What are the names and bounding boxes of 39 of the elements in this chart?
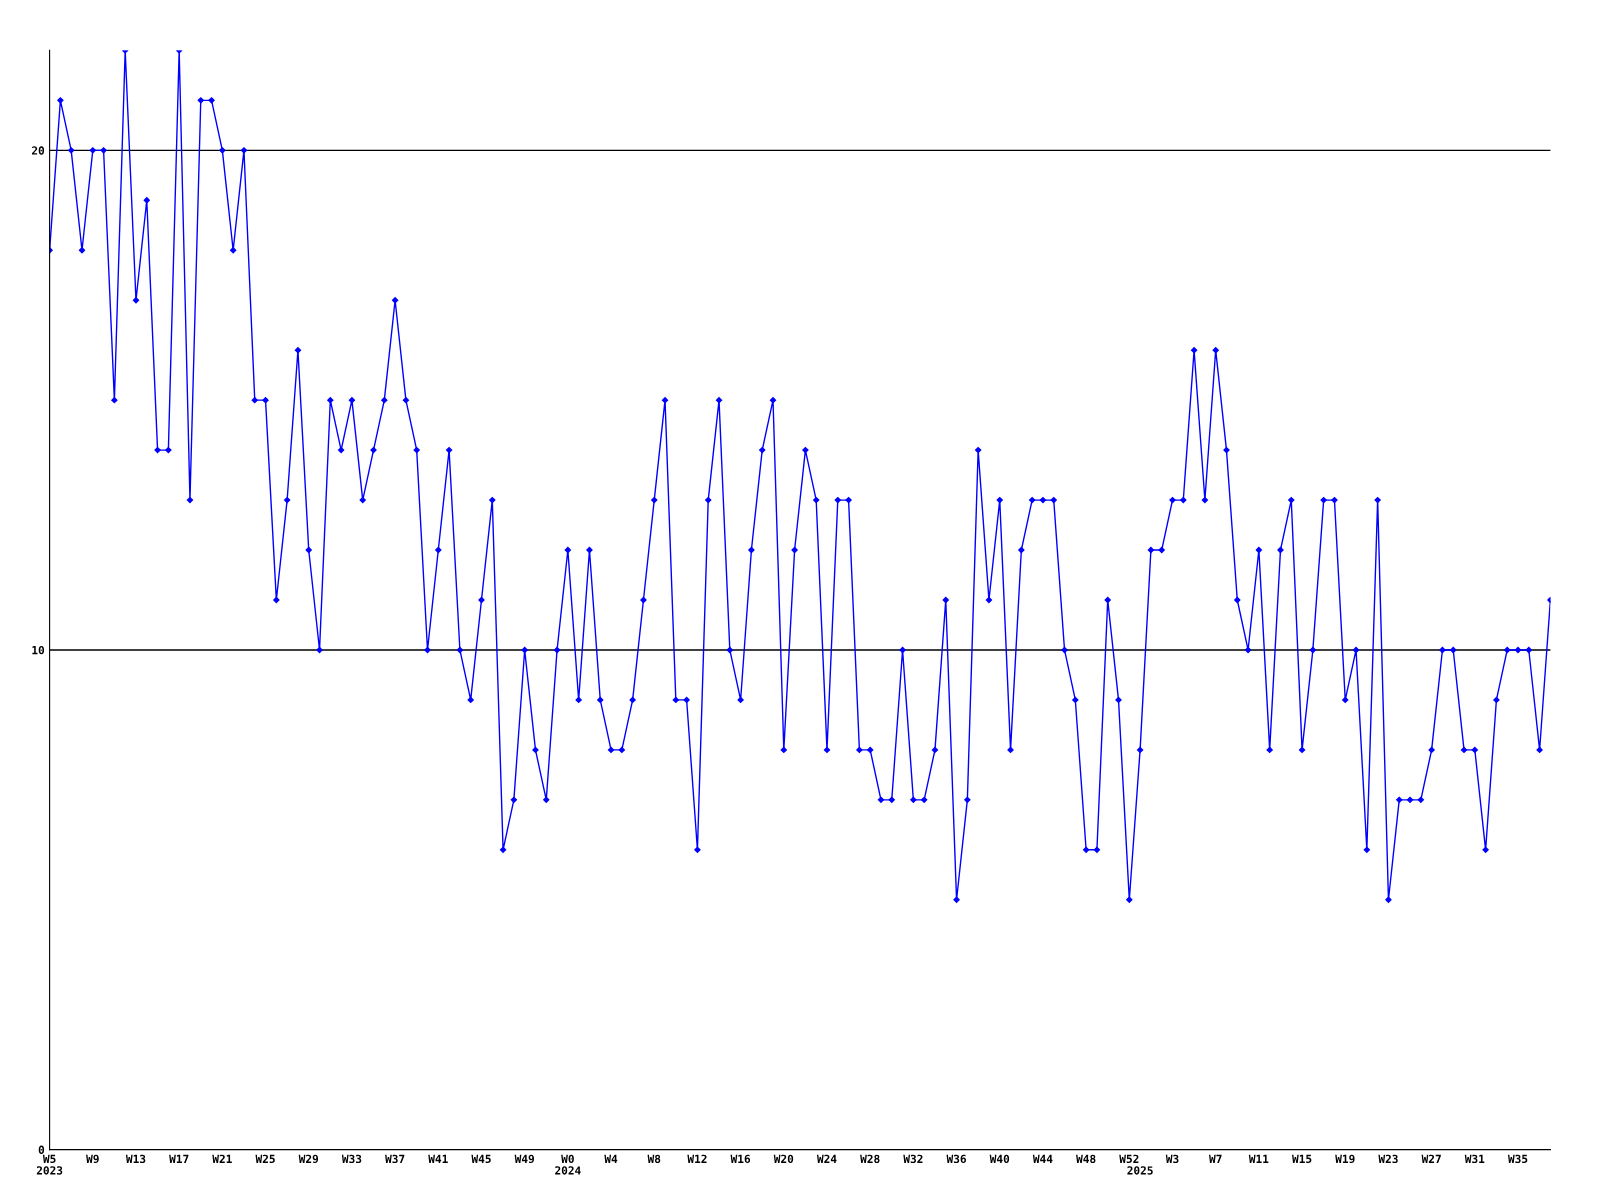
- x-tick-label: W8: [647, 1154, 661, 1164]
- x-tick-label: W41: [428, 1154, 448, 1163]
- x-tick-label: W21: [212, 1154, 232, 1163]
- x-tick-label: W31: [1464, 1154, 1485, 1164]
- x-tick-label: W35: [1507, 1154, 1528, 1164]
- x-tick-label: W33: [341, 1154, 362, 1164]
- x-tick-label: W49: [514, 1154, 534, 1164]
- x-tick-label: W20: [773, 1154, 794, 1164]
- y-tick-label: 20: [31, 146, 45, 155]
- x-tick-label: W25: [255, 1154, 275, 1164]
- x-tick-label: W4: [604, 1154, 618, 1163]
- x-tick-label: W52: [1119, 1154, 1139, 1164]
- x-tick-label: W19: [1335, 1154, 1355, 1164]
- x-tick-label: W5 2023: [36, 1154, 63, 1175]
- x-tick-label: W40: [989, 1154, 1010, 1164]
- x-tick-label: W45: [471, 1154, 491, 1164]
- y-tick-label: 0: [38, 1145, 45, 1154]
- x-tick-label: W0 2024: [555, 1154, 581, 1175]
- x-tick-label: W23: [1378, 1154, 1398, 1164]
- x-tick-label: W44: [1032, 1154, 1053, 1163]
- x-tick-label: W29: [298, 1154, 319, 1164]
- x-tick-label: W37: [385, 1154, 405, 1164]
- x-tick-label: W15: [1292, 1154, 1312, 1164]
- x-tick-label: W24: [816, 1154, 837, 1163]
- x-tick-label: W3: [1165, 1154, 1179, 1164]
- x-tick-label: 2025: [1127, 1166, 1153, 1175]
- x-tick-label: W48: [1076, 1154, 1096, 1164]
- y-tick-label: 10: [32, 645, 45, 655]
- x-tick-label: W7: [1209, 1154, 1222, 1163]
- x-tick-label: W27: [1421, 1154, 1441, 1163]
- x-tick-label: W36: [946, 1154, 966, 1164]
- x-tick-label: W12: [687, 1154, 707, 1163]
- x-tick-label: W11: [1248, 1154, 1269, 1163]
- x-tick-label: W13: [125, 1154, 146, 1164]
- x-tick-label: W32: [903, 1154, 923, 1164]
- x-tick-label: W16: [730, 1154, 751, 1164]
- x-tick-label: W28: [860, 1154, 880, 1164]
- x-tick-label: W9: [86, 1154, 99, 1164]
- x-tick-label: W17: [169, 1154, 189, 1163]
